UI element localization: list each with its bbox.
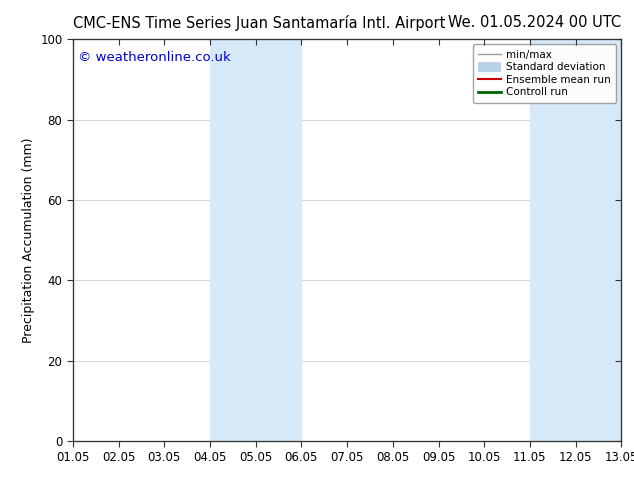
Text: We. 01.05.2024 00 UTC: We. 01.05.2024 00 UTC xyxy=(448,15,621,30)
Bar xyxy=(530,39,621,441)
Bar xyxy=(210,39,301,441)
Legend: min/max, Standard deviation, Ensemble mean run, Controll run: min/max, Standard deviation, Ensemble me… xyxy=(473,45,616,102)
Text: © weatheronline.co.uk: © weatheronline.co.uk xyxy=(79,51,231,64)
Y-axis label: Precipitation Accumulation (mm): Precipitation Accumulation (mm) xyxy=(22,137,35,343)
Text: CMC-ENS Time Series Juan Santamaría Intl. Airport: CMC-ENS Time Series Juan Santamaría Intl… xyxy=(73,15,445,31)
